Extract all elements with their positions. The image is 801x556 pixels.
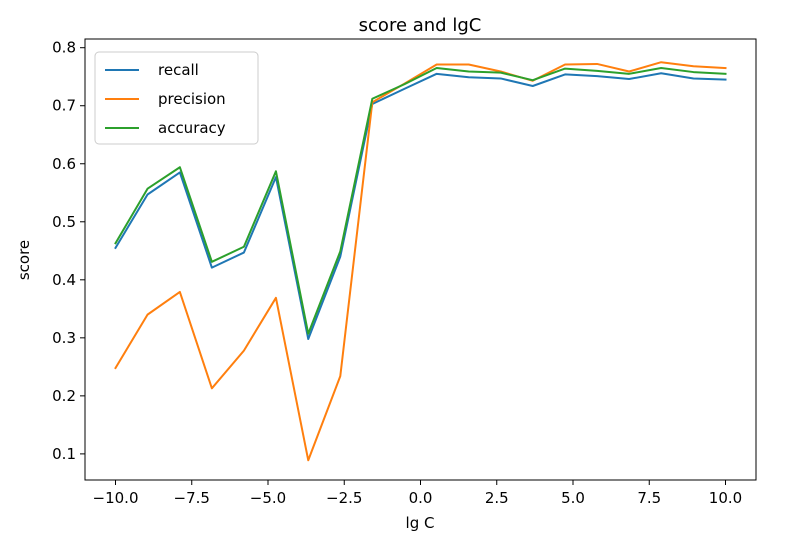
- y-axis-label: score: [15, 240, 33, 280]
- x-tick-label: −2.5: [326, 489, 362, 507]
- series-line-recall: [114, 72, 727, 340]
- series-line-precision: [114, 61, 727, 462]
- x-tick-label: −10.0: [93, 489, 139, 507]
- legend-label-accuracy: accuracy: [158, 119, 226, 137]
- x-tick-label: −7.5: [174, 489, 210, 507]
- y-axis: 0.1 0.2 0.3 0.4 0.5 0.6 0.7 0.8: [52, 39, 85, 463]
- y-tick-label: 0.2: [52, 387, 76, 405]
- series-layer: [114, 61, 727, 462]
- y-tick-label: 0.1: [52, 445, 76, 463]
- y-tick-label: 0.4: [52, 271, 76, 289]
- x-axis: −10.0 −7.5 −5.0 −2.5 0.0 2.5 5.0 7.5 10.0: [93, 480, 742, 507]
- y-tick-label: 0.6: [52, 155, 76, 173]
- chart-title: score and lgC: [359, 15, 482, 36]
- x-tick-label: 5.0: [561, 489, 585, 507]
- y-tick-label: 0.7: [52, 97, 76, 115]
- x-tick-label: 10.0: [709, 489, 742, 507]
- x-tick-label: 0.0: [409, 489, 433, 507]
- legend-label-precision: precision: [158, 90, 226, 108]
- legend: recall precision accuracy: [94, 51, 259, 145]
- x-tick-label: 2.5: [485, 489, 509, 507]
- y-tick-label: 0.5: [52, 213, 76, 231]
- y-tick-label: 0.8: [52, 39, 76, 57]
- x-tick-label: −5.0: [250, 489, 286, 507]
- x-tick-label: 7.5: [637, 489, 661, 507]
- legend-box: [94, 51, 259, 145]
- series-line-accuracy: [114, 67, 727, 335]
- y-tick-label: 0.3: [52, 329, 76, 347]
- legend-label-recall: recall: [158, 61, 199, 79]
- x-axis-label: lg C: [406, 514, 435, 532]
